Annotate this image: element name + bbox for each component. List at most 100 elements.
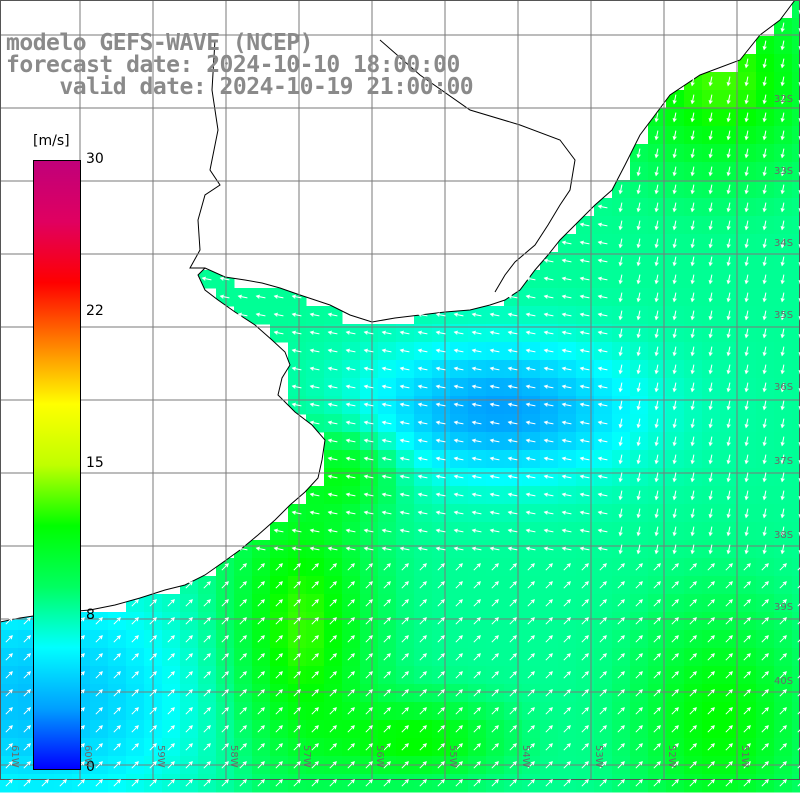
wind-arrow — [347, 581, 355, 589]
wind-arrow — [672, 436, 677, 447]
wind-arrow — [654, 130, 659, 141]
wind-arrow — [708, 148, 713, 159]
wind-arrow — [780, 454, 785, 465]
wind-arrow — [561, 546, 572, 551]
land-mask — [0, 0, 796, 623]
wind-arrow — [527, 635, 535, 643]
wind-arrow — [329, 563, 337, 571]
wind-arrow — [581, 725, 589, 733]
wind-arrow — [762, 256, 767, 267]
wind-arrow — [780, 184, 785, 195]
wind-arrow — [545, 725, 553, 733]
wind-arrow — [167, 779, 175, 787]
lat-label-40s: 40S — [774, 676, 794, 687]
wind-arrow — [762, 148, 767, 159]
wind-cell — [792, 666, 800, 685]
wind-arrow — [726, 364, 731, 375]
wind-arrow — [525, 510, 536, 515]
wind-arrow — [653, 707, 661, 715]
wind-arrow — [561, 456, 572, 461]
wind-arrow — [329, 599, 337, 607]
wind-arrow — [113, 725, 121, 733]
wind-arrow — [743, 671, 751, 679]
wind-arrow — [779, 761, 787, 769]
wind-arrow — [744, 130, 749, 141]
wind-arrow — [167, 689, 175, 697]
wind-arrow — [527, 581, 535, 589]
wind-arrow — [707, 653, 715, 661]
wind-arrow — [579, 312, 590, 317]
wind-arrow — [779, 671, 787, 679]
wind-arrow — [599, 743, 607, 751]
wind-arrow — [617, 779, 625, 787]
wind-arrow — [690, 544, 695, 555]
wind-arrow — [489, 510, 500, 515]
wind-arrow — [597, 528, 608, 533]
wind-arrow — [762, 436, 767, 447]
wind-arrow — [743, 581, 751, 589]
colorbar-gradient — [33, 160, 81, 770]
wind-arrow — [672, 328, 677, 339]
wind-arrow — [383, 671, 391, 679]
wind-cell — [792, 576, 800, 595]
wind-arrow — [543, 546, 554, 551]
wind-arrow — [543, 330, 554, 335]
wind-arrow — [545, 689, 553, 697]
wind-arrow — [381, 330, 392, 335]
wind-arrow — [239, 617, 247, 625]
wind-arrow — [507, 366, 518, 371]
wind-arrow — [311, 761, 319, 769]
wind-arrow — [689, 563, 697, 571]
wind-arrow — [453, 420, 464, 425]
wind-arrow — [780, 526, 785, 537]
wind-arrow — [417, 456, 428, 461]
wind-arrow — [744, 328, 749, 339]
wind-arrow — [744, 58, 749, 69]
wind-arrow — [690, 382, 695, 393]
wind-arrow — [726, 76, 731, 87]
wind-arrow — [437, 743, 445, 751]
wind-arrow — [743, 761, 751, 769]
wind-arrow — [453, 438, 464, 443]
wind-arrow — [311, 635, 319, 643]
wind-arrow — [327, 330, 338, 335]
wind-arrow — [345, 384, 356, 389]
wind-cell — [792, 180, 800, 199]
lat-label-38s: 38S — [774, 530, 794, 541]
lat-label-37s: 37S — [774, 456, 794, 467]
wind-arrow — [545, 563, 553, 571]
wind-arrow — [293, 653, 301, 661]
wind-arrow — [473, 743, 481, 751]
wind-arrow — [489, 366, 500, 371]
wind-arrow — [618, 184, 623, 195]
wind-arrow — [762, 508, 767, 519]
wind-cell — [792, 342, 800, 361]
wind-arrow — [309, 330, 320, 335]
wind-cell — [792, 252, 800, 271]
wind-arrow — [597, 546, 608, 551]
wind-arrow — [690, 112, 695, 123]
wind-arrow — [690, 94, 695, 105]
wind-cell — [792, 432, 800, 451]
wind-arrow — [618, 490, 623, 501]
wind-arrow — [489, 546, 500, 551]
wind-arrow — [399, 438, 410, 443]
wind-arrow — [561, 240, 572, 245]
wind-arrow — [618, 220, 623, 231]
wind-arrow — [293, 599, 301, 607]
wind-arrow — [762, 40, 767, 51]
wind-arrow — [491, 635, 499, 643]
wind-arrow — [798, 531, 800, 537]
wind-arrow — [708, 184, 713, 195]
wind-arrow — [237, 546, 248, 551]
wind-arrow — [762, 328, 767, 339]
wind-arrow — [579, 474, 590, 479]
wind-arrow — [437, 599, 445, 607]
wind-arrow — [453, 528, 464, 533]
wind-arrow — [707, 707, 715, 715]
wind-arrow — [417, 438, 428, 443]
wind-arrow — [363, 420, 374, 425]
wind-cell — [792, 360, 800, 379]
wind-arrow — [563, 635, 571, 643]
lat-label-33s: 33S — [774, 166, 794, 177]
